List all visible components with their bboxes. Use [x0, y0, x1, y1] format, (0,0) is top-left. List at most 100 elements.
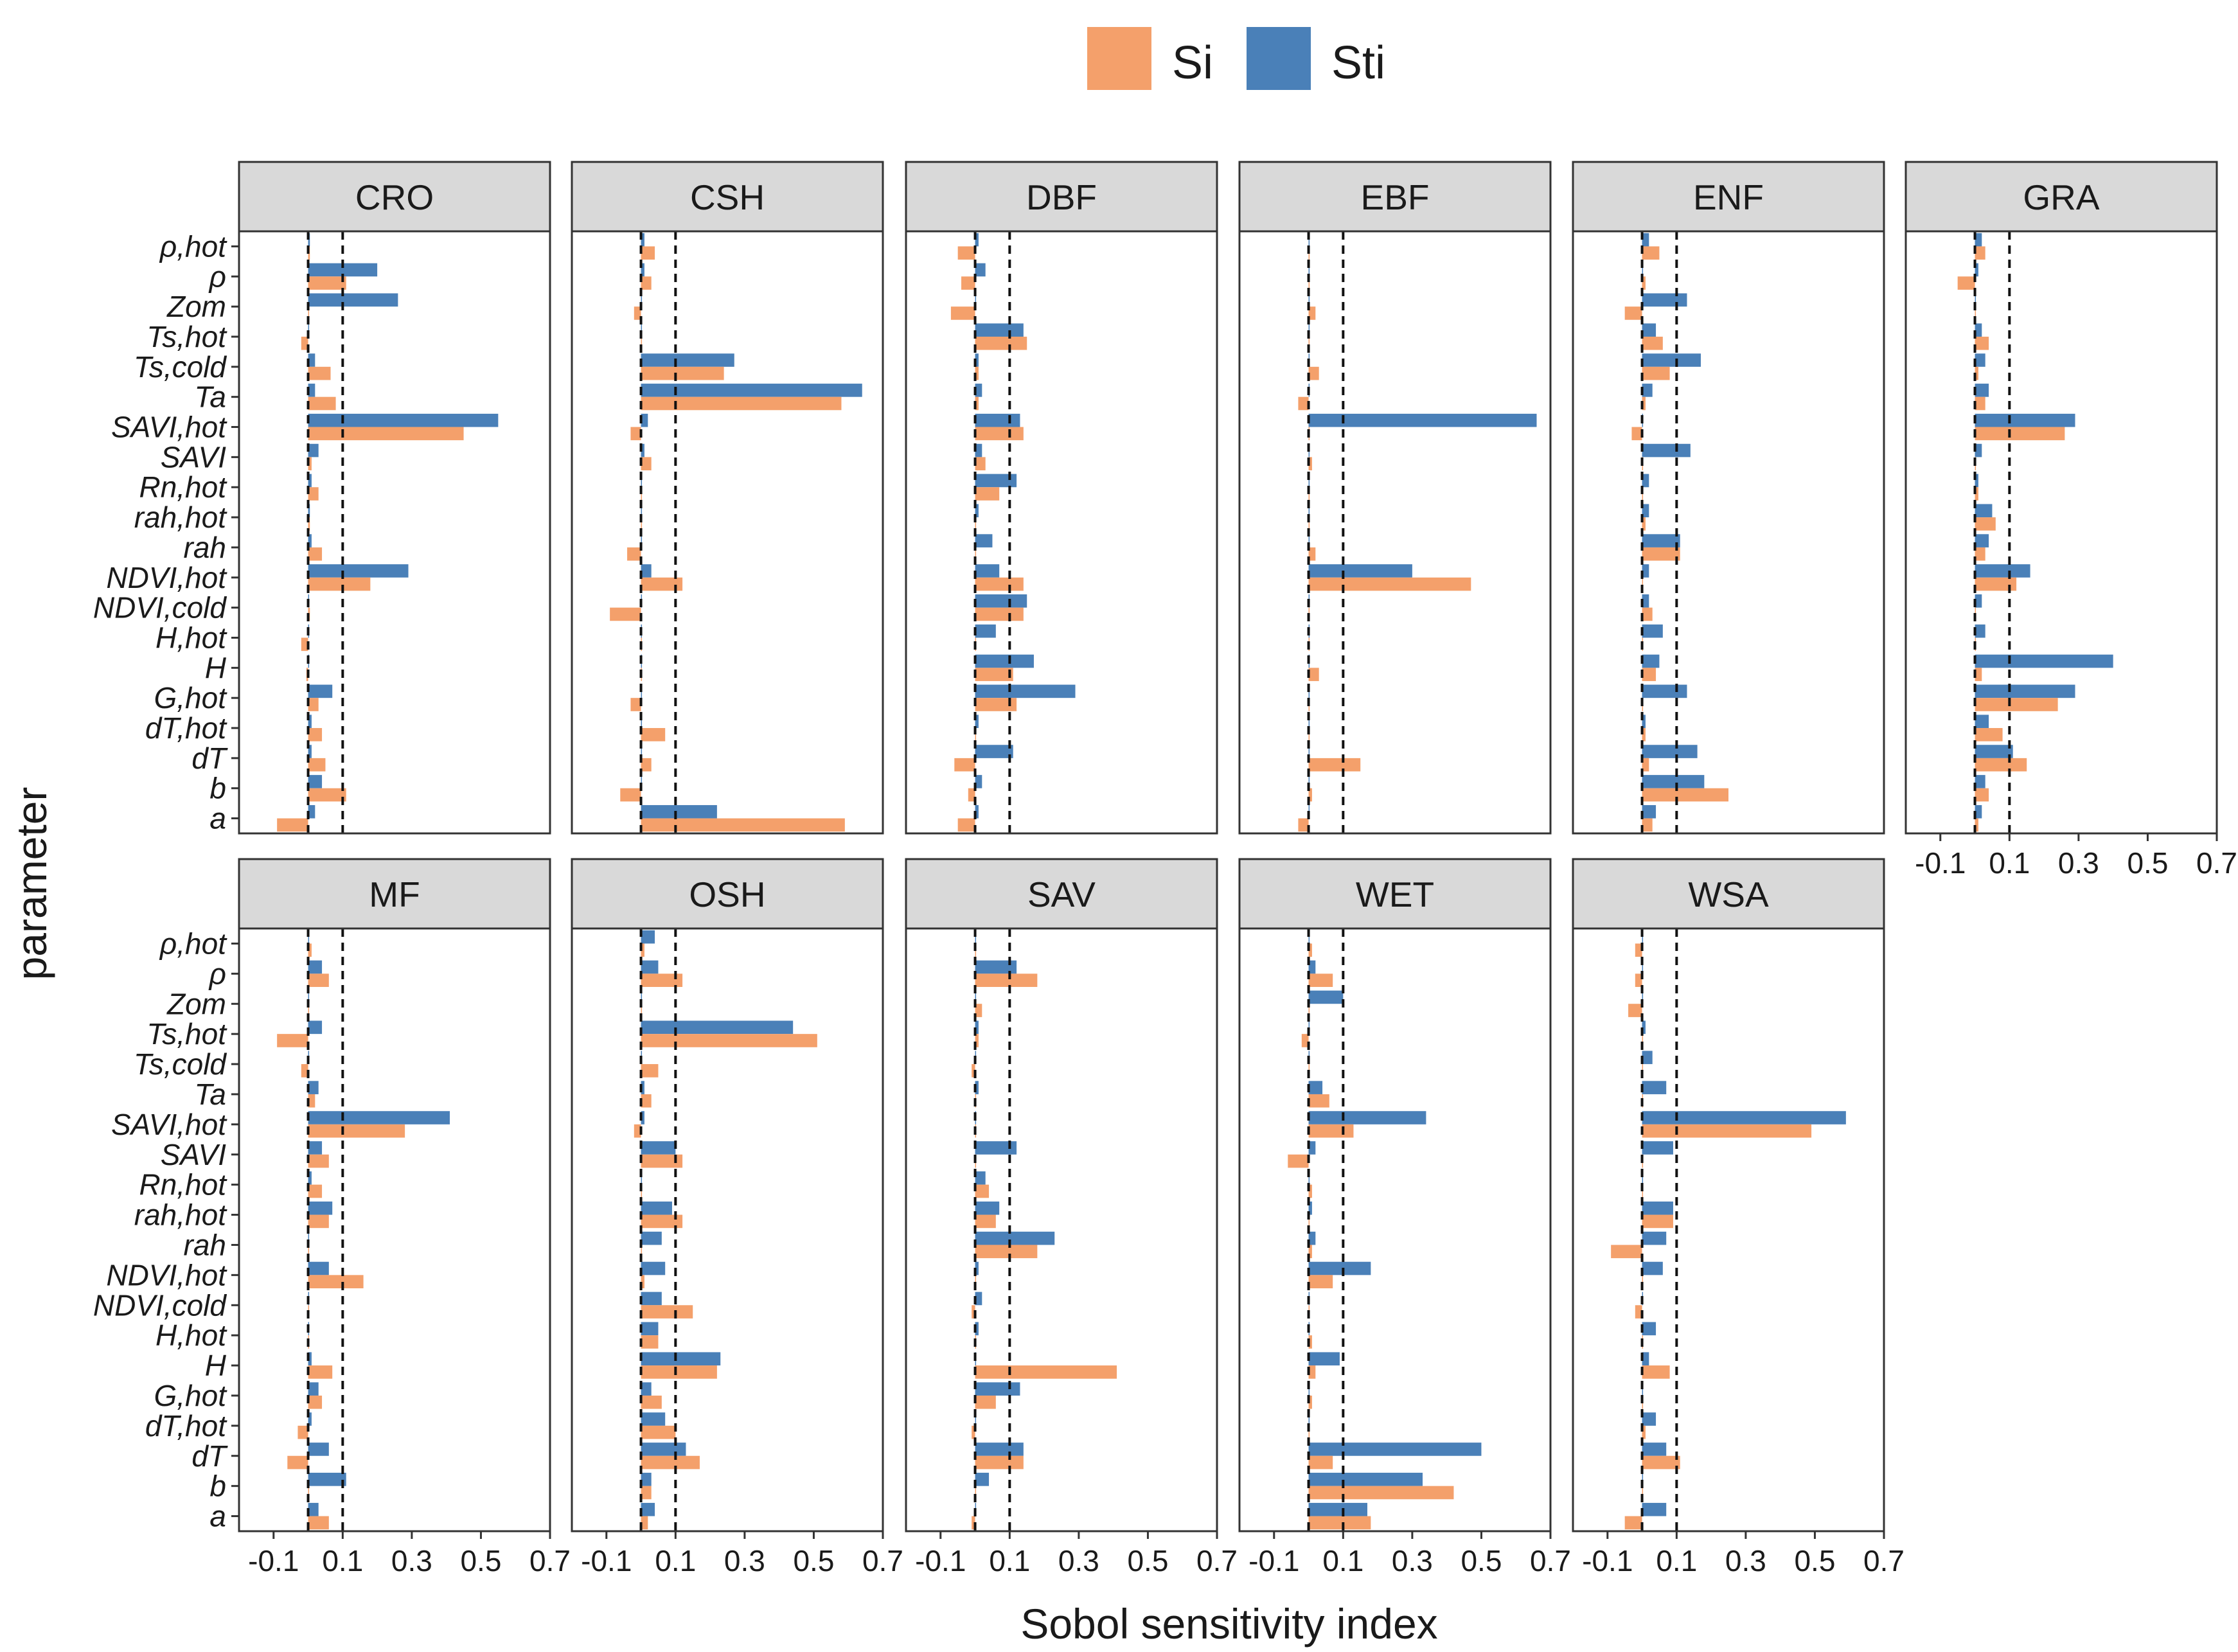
- bar-si-g-hot: [641, 1395, 662, 1409]
- facet-strip-label: CSH: [690, 177, 765, 217]
- plot-area: [906, 928, 1217, 1531]
- bar-si-ts-hot: [975, 1034, 979, 1047]
- x-tick-label: 0.5: [2127, 846, 2168, 880]
- bar-sti-h: [1642, 1352, 1649, 1366]
- x-tick-label: 0.3: [391, 1544, 432, 1577]
- bar-si-rah-hot: [1642, 1214, 1673, 1229]
- bar-si-ta: [641, 1094, 652, 1108]
- facet-strip-label: ENF: [1693, 177, 1764, 217]
- bar-si-ndvi-cold: [972, 1305, 975, 1319]
- bar-si-dt-hot: [975, 728, 977, 742]
- x-tick-label: -0.1: [1582, 1544, 1633, 1577]
- y-tick-label-rah: rah: [184, 1228, 226, 1261]
- bar-sti-dt: [308, 745, 312, 758]
- bar-si-ndvi-hot: [1975, 577, 2017, 591]
- bar-si-: [308, 276, 346, 290]
- legend-key-sti: [1247, 27, 1311, 90]
- bar-si-rah-hot: [1642, 517, 1646, 531]
- x-tick-label: 0.1: [655, 1544, 696, 1577]
- bar-si-: [641, 276, 652, 290]
- bar-si-b: [308, 788, 346, 802]
- bar-si-ts-hot: [1308, 336, 1310, 350]
- bar-si-ts-cold: [1642, 366, 1670, 380]
- bar-si-ndvi-cold: [1635, 1305, 1642, 1319]
- bar-si-rn-hot: [1975, 487, 1978, 501]
- bar-sti-: [1308, 263, 1310, 277]
- facet-strip-label: MF: [369, 875, 420, 914]
- bar-si-: [1957, 276, 1975, 290]
- bar-si-hot: [641, 943, 644, 957]
- bar-sti-savi-hot: [1642, 1111, 1846, 1124]
- bar-si-: [961, 276, 975, 290]
- bar-si-savi-hot: [308, 1124, 405, 1138]
- bar-sti-savi: [641, 1141, 676, 1155]
- facet-strip: [1238, 858, 1552, 930]
- x-tick-label: 0.3: [724, 1544, 765, 1577]
- bar-sti-rah: [1642, 534, 1680, 547]
- bar-si-dt: [1308, 1455, 1333, 1470]
- bar-si-zom: [950, 306, 975, 320]
- bar-sti-rah: [641, 534, 643, 547]
- bar-sti-savi-hot: [308, 413, 499, 427]
- bar-sti-rn-hot: [1308, 1171, 1310, 1185]
- bar-si-ta: [1308, 1094, 1329, 1108]
- bar-sti-rah: [1308, 534, 1310, 547]
- bar-sti-h-hot: [975, 624, 996, 638]
- bar-si-rah: [641, 1245, 643, 1259]
- bar-si-h-hot: [1308, 1335, 1312, 1349]
- bar-sti-ndvi-cold: [975, 594, 1027, 608]
- bar-si-b: [308, 1486, 310, 1500]
- bar-si-a: [641, 1516, 648, 1530]
- bar-sti-savi-hot: [308, 1111, 450, 1124]
- facet-panel-csh: CSH: [571, 161, 884, 835]
- y-tick-label-ts-cold: Ts,cold: [134, 1047, 227, 1081]
- y-tick-label-: ρ: [208, 957, 226, 990]
- bar-si-savi: [641, 1154, 683, 1168]
- bar-sti-ndvi-cold: [975, 1292, 982, 1306]
- bar-sti-g-hot: [975, 684, 1076, 698]
- bar-si-savi: [641, 457, 652, 470]
- facet-strip-label: GRA: [2023, 177, 2100, 217]
- x-tick-label: 0.3: [1058, 1544, 1099, 1577]
- bar-si-ndvi-cold: [641, 1305, 693, 1319]
- bar-sti-ndvi-hot: [975, 1261, 979, 1275]
- bar-si-ts-hot: [641, 336, 643, 350]
- bar-si-rah: [1308, 1245, 1312, 1259]
- bar-sti-zom: [308, 293, 398, 307]
- bar-si-zom: [1308, 1004, 1310, 1017]
- bar-sti-ta: [1975, 384, 1989, 397]
- bar-si-savi-hot: [1631, 427, 1642, 441]
- bar-sti-rah-hot: [1642, 1201, 1673, 1215]
- bar-sti-dt-hot: [308, 715, 312, 729]
- y-tick-label-b: b: [209, 1470, 226, 1503]
- bar-si-zom: [1624, 306, 1642, 320]
- bar-si-rah-hot: [975, 517, 977, 531]
- x-tick-label: -0.1: [248, 1544, 299, 1577]
- bar-si-ts-hot: [1642, 336, 1663, 350]
- bar-sti-rn-hot: [975, 474, 1017, 488]
- bar-sti-g-hot: [975, 1382, 1020, 1396]
- x-tick-label: 0.3: [2058, 846, 2099, 880]
- panel-border: [1238, 927, 1552, 1532]
- bar-sti-dt-hot: [975, 1412, 977, 1426]
- plot-area: [1573, 231, 1884, 833]
- bar-sti-rah-hot: [308, 1201, 333, 1215]
- bar-sti-rn-hot: [1308, 474, 1310, 488]
- bar-si-zom: [1308, 306, 1316, 320]
- y-tick-label-rah-hot: rah,hot: [134, 1198, 227, 1232]
- facet-strip: [238, 161, 551, 233]
- bar-si-rah-hot: [975, 1214, 996, 1229]
- bar-si-rn-hot: [308, 487, 319, 501]
- bar-si-rah: [627, 547, 641, 561]
- x-tick-label: 0.3: [1725, 1544, 1766, 1577]
- x-tick-label: 0.1: [989, 1544, 1030, 1577]
- bar-sti-rn-hot: [975, 1171, 986, 1185]
- bar-sti-rah-hot: [1308, 504, 1310, 518]
- bar-sti-ts-hot: [1308, 1020, 1310, 1035]
- bar-sti-zom: [641, 990, 643, 1004]
- bar-si-hot: [1642, 246, 1660, 260]
- bar-si-h-hot: [301, 637, 308, 652]
- bar-sti-h-hot: [641, 1322, 659, 1336]
- bar-sti-h-hot: [1642, 1322, 1656, 1336]
